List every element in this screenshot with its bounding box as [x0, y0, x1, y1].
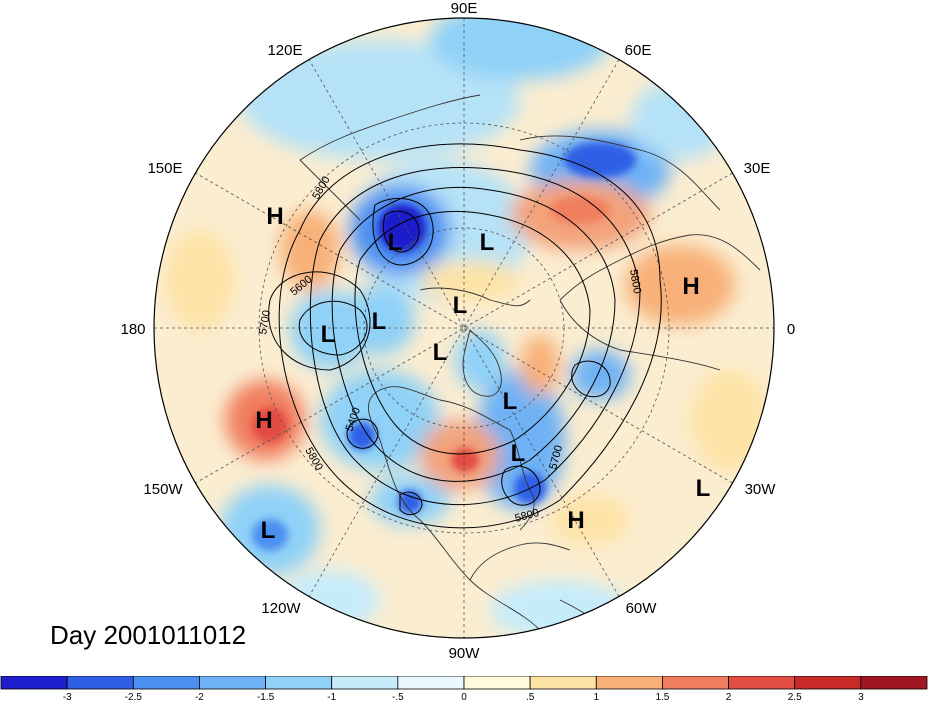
lon-label-0: 0 [787, 321, 795, 338]
colorbar-boxes [0, 676, 928, 690]
contour-label: 5700 [257, 309, 273, 335]
contour-label: 5800 [627, 268, 643, 294]
colorbar-tick-label: 3 [858, 692, 864, 702]
colorbar-tick-label: -3 [63, 692, 72, 702]
pressure-system-marker: L [696, 475, 711, 502]
pressure-system-marker: L [453, 292, 468, 319]
colorbar-box [199, 676, 266, 690]
colorbar-tick-label: 0 [461, 692, 467, 702]
colorbar-box [529, 676, 597, 690]
colorbar-tick-labels: -3 -2.5 -2 -1.5 -1 -.5 0 .5 1 1.5 2 2.5 3 [63, 692, 864, 702]
pressure-system-marker: H [567, 507, 584, 534]
colorbar-box [0, 676, 68, 690]
lon-label-180: 180 [120, 321, 145, 338]
colorbar-box [662, 676, 729, 690]
colorbar-box [331, 676, 399, 690]
pressure-system-marker: L [321, 321, 336, 348]
polar-stereographic-map: 5800 5600 5700 5400 5800 5800 5700 5800 … [120, 0, 795, 662]
colorbar-tick-label: -.5 [392, 692, 404, 702]
pressure-system-marker: L [372, 308, 387, 335]
coastlines [299, 94, 761, 638]
colorbar-box [265, 676, 333, 690]
pressure-system-marker: H [682, 273, 699, 300]
lon-label-60e: 60E [625, 42, 652, 59]
colorbar-tick-label: -2.5 [125, 692, 143, 702]
colorbar-tick-label: 1.5 [655, 692, 669, 702]
colorbar-tick-label: 1 [594, 692, 600, 702]
lon-label-30w: 30W [745, 481, 777, 498]
lon-label-60w: 60W [626, 600, 658, 617]
colorbar-tick-label: .5 [526, 692, 535, 702]
lon-label-120e: 120E [267, 42, 302, 59]
pressure-system-marker: L [388, 229, 403, 256]
colorbar-box [728, 676, 796, 690]
pressure-system-marker: L [480, 229, 495, 256]
colorbar-tick-label: 2 [726, 692, 732, 702]
day-label: Day 2001011012 [50, 620, 247, 650]
graticule [154, 18, 774, 638]
lon-label-90w: 90W [449, 645, 481, 662]
pressure-system-marker: L [433, 339, 448, 366]
longitude-labels: 90E 60E 30E 0 30W 60W 90W 120W 150W 180 … [120, 0, 795, 662]
pressure-systems: H L L L L L L H L L H L L H [255, 203, 710, 544]
colorbar-tick-label: -2 [195, 692, 204, 702]
map-boundary [153, 17, 775, 639]
lon-label-150e: 150E [147, 160, 182, 177]
pressure-system-marker: L [261, 517, 276, 544]
colorbar-box [595, 676, 663, 690]
pressure-system-marker: L [511, 440, 526, 467]
colorbar-tick-label: -1.5 [257, 692, 275, 702]
height-contours [268, 143, 662, 529]
colorbar-box [132, 676, 200, 690]
colorbar-box [66, 676, 134, 690]
colorbar-box [794, 676, 862, 690]
colorbar-box [860, 676, 928, 690]
colorbar-box [463, 676, 531, 690]
pressure-system-marker: H [255, 407, 272, 434]
lon-label-30e: 30E [744, 160, 771, 177]
pressure-system-marker: H [266, 203, 283, 230]
lon-label-90e: 90E [451, 0, 478, 17]
colorbar-tick-label: -1 [327, 692, 336, 702]
colorbar-box [397, 676, 465, 690]
colorbar-tick-label: 2.5 [788, 692, 802, 702]
pressure-system-marker: L [503, 388, 518, 415]
lon-label-150w: 150W [143, 481, 183, 498]
lon-label-120w: 120W [261, 600, 301, 617]
colorbar: -3 -2.5 -2 -1.5 -1 -.5 0 .5 1 1.5 2 2.5 3 [0, 676, 928, 702]
